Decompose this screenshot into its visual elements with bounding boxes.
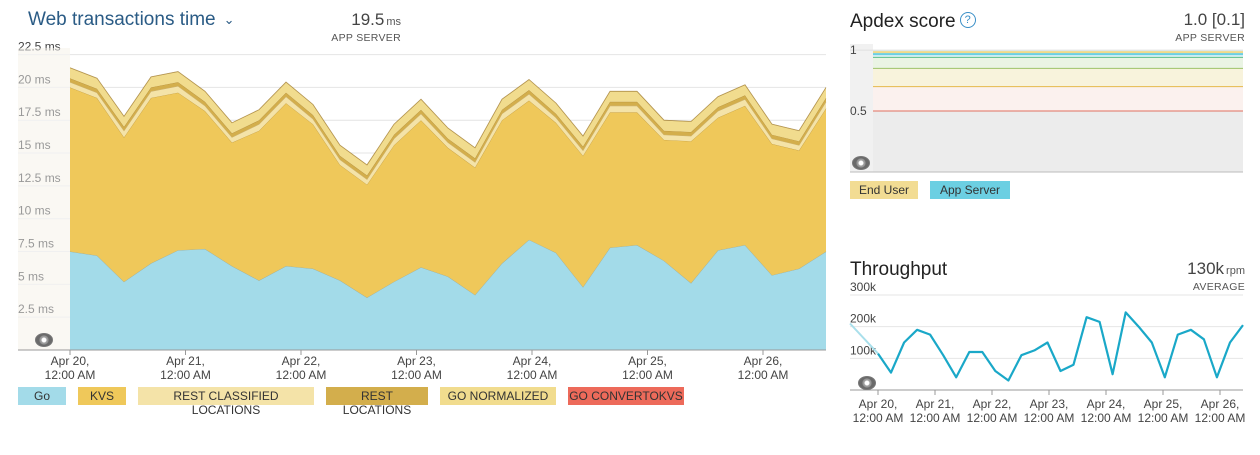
x-tick-label-date: Apr 20, <box>51 354 90 368</box>
apdex-band-unacceptable <box>873 111 1243 172</box>
tp-series-line <box>877 311 1244 382</box>
x-tick-label-date: Apr 23, <box>397 354 436 368</box>
apdex-eye-icon[interactable] <box>852 156 870 170</box>
legend-chip[interactable]: Go <box>18 387 66 405</box>
chevron-down-icon[interactable]: ⌄ <box>223 11 235 27</box>
y-tick-label: 20 ms <box>18 72 51 86</box>
tp-x-tick-label-time: 12:00 AM <box>853 411 904 425</box>
apdex-value: 1.0 [0.1] <box>1183 10 1245 29</box>
apdex-band-good <box>873 57 1243 69</box>
x-tick-label-time: 12:00 AM <box>738 368 789 382</box>
tp-x-tick-label-date: Apr 22, <box>973 397 1012 411</box>
tp-x-tick-label-date: Apr 20, <box>859 397 898 411</box>
web-transactions-title-text: Web transactions time <box>28 9 216 30</box>
x-tick-label-time: 12:00 AM <box>45 368 96 382</box>
series-area-rest-classified-locations <box>70 82 826 185</box>
web-transactions-unit: ms <box>386 16 401 28</box>
x-tick-label-time: 12:00 AM <box>622 368 673 382</box>
tp-y-tick-label: 300k <box>850 280 877 294</box>
throughput-unit: rpm <box>1226 265 1245 277</box>
tp-x-tick-label-time: 12:00 AM <box>1138 411 1189 425</box>
apdex-y-tick-label: 1 <box>850 43 857 57</box>
x-tick-label-date: Apr 22, <box>282 354 321 368</box>
tp-x-tick-label-date: Apr 25, <box>1144 397 1183 411</box>
tp-x-tick-label-time: 12:00 AM <box>1195 411 1246 425</box>
apdex-legend: End User App Server <box>850 181 1010 199</box>
tp-x-tick-label-time: 12:00 AM <box>910 411 961 425</box>
apdex-y-tick-label: 0.5 <box>850 104 867 118</box>
tp-y-tick-label: 100k <box>850 343 877 357</box>
legend-chip[interactable]: REST CLASSIFIED LOCATIONS <box>138 387 314 417</box>
throughput-value: 130k <box>1187 259 1225 278</box>
help-icon[interactable]: ? <box>959 11 976 28</box>
throughput-title: Throughput <box>850 259 948 280</box>
y-tick-label: 7.5 ms <box>18 237 54 251</box>
apdex-panel: Apdex score? 1.0 [0.1] APP SERVER 1 0.5 E… <box>835 0 1260 230</box>
throughput-sublabel: AVERAGE <box>1192 281 1245 293</box>
x-tick-label-date: Apr 26, <box>744 354 783 368</box>
tp-x-tick-label-date: Apr 23, <box>1030 397 1069 411</box>
throughput-eye-icon[interactable] <box>858 376 876 390</box>
series-edge-line <box>69 67 827 166</box>
y-tick-label: 5 ms <box>18 269 44 283</box>
web-transactions-legend: Go KVS REST CLASSIFIED LOCATIONS REST LOCAT… <box>18 387 684 417</box>
tp-x-tick-label-time: 12:00 AM <box>1081 411 1132 425</box>
x-tick-label-time: 12:00 AM <box>276 368 327 382</box>
y-tick-label: 10 ms <box>18 204 51 218</box>
series-area-kvs <box>70 87 826 298</box>
x-tick-label-time: 12:00 AM <box>507 368 558 382</box>
series-area-go-normalized <box>70 67 826 176</box>
pre-range-overlay <box>18 48 70 350</box>
apdex-chart[interactable]: 10.5 <box>835 0 1260 180</box>
x-tick-label-date: Apr 21, <box>166 354 205 368</box>
apdex-title: Apdex score? <box>850 11 976 33</box>
legend-chip[interactable]: KVS <box>78 387 126 405</box>
eye-icon[interactable] <box>35 333 53 347</box>
apdex-title-text: Apdex score <box>850 11 956 32</box>
tp-x-tick-label-time: 12:00 AM <box>1024 411 1075 425</box>
series-area-rest-locations <box>70 78 826 180</box>
tp-x-tick-label-date: Apr 26, <box>1201 397 1240 411</box>
tp-x-tick-label-date: Apr 21, <box>916 397 955 411</box>
web-transactions-value: 19.5 <box>351 10 385 29</box>
legend-chip[interactable]: GO NORMALIZED <box>440 387 556 405</box>
series-edge-line <box>69 67 827 166</box>
throughput-metric: 130k rpm AVERAGE <box>1187 259 1245 293</box>
web-transactions-sublabel: APP SERVER <box>331 32 401 44</box>
legend-chip[interactable]: REST LOCATIONS <box>326 387 428 417</box>
tp-x-tick-label-time: 12:00 AM <box>967 411 1018 425</box>
web-transactions-title[interactable]: Web transactions time ⌄ <box>28 9 235 31</box>
y-tick-label: 12.5 ms <box>18 171 61 185</box>
y-tick-label: 17.5 ms <box>18 105 61 119</box>
y-tick-label: 22.5 ms <box>18 40 61 54</box>
tp-y-tick-label: 200k <box>850 312 877 326</box>
series-area-go <box>70 239 826 350</box>
x-tick-label-time: 12:00 AM <box>160 368 211 382</box>
apdex-legend-chip[interactable]: End User <box>850 181 918 199</box>
apdex-band-fair <box>873 68 1243 87</box>
apdex-metric: 1.0 [0.1] APP SERVER <box>1175 10 1245 44</box>
tp-x-tick-label-date: Apr 24, <box>1087 397 1126 411</box>
x-tick-label-date: Apr 25, <box>628 354 667 368</box>
web-transactions-panel: Web transactions time ⌄ 19.5 ms APP SERVER… <box>0 0 835 417</box>
tp-pre-range-line <box>849 322 879 355</box>
y-tick-label: 2.5 ms <box>18 302 54 316</box>
apdex-sublabel: APP SERVER <box>1175 32 1245 44</box>
apdex-band-poor <box>873 86 1243 112</box>
legend-chip[interactable]: GO CONVERTOKVS <box>568 387 684 405</box>
apdex-pre-range <box>850 44 873 172</box>
web-transactions-metric: 19.5 ms APP SERVER <box>331 10 401 44</box>
y-tick-label: 15 ms <box>18 138 51 152</box>
x-tick-label-date: Apr 24, <box>513 354 552 368</box>
throughput-panel: Throughput 130k rpm AVERAGE 300k 200k 100k A… <box>835 250 1260 455</box>
pre-range-shade <box>18 48 70 350</box>
x-tick-label-time: 12:00 AM <box>391 368 442 382</box>
apdex-legend-chip[interactable]: App Server <box>930 181 1010 199</box>
web-transactions-chart[interactable]: 22.5 ms 20 ms 17.5 ms 15 ms 12.5 ms 10 ms 7.5 … <box>0 0 835 385</box>
